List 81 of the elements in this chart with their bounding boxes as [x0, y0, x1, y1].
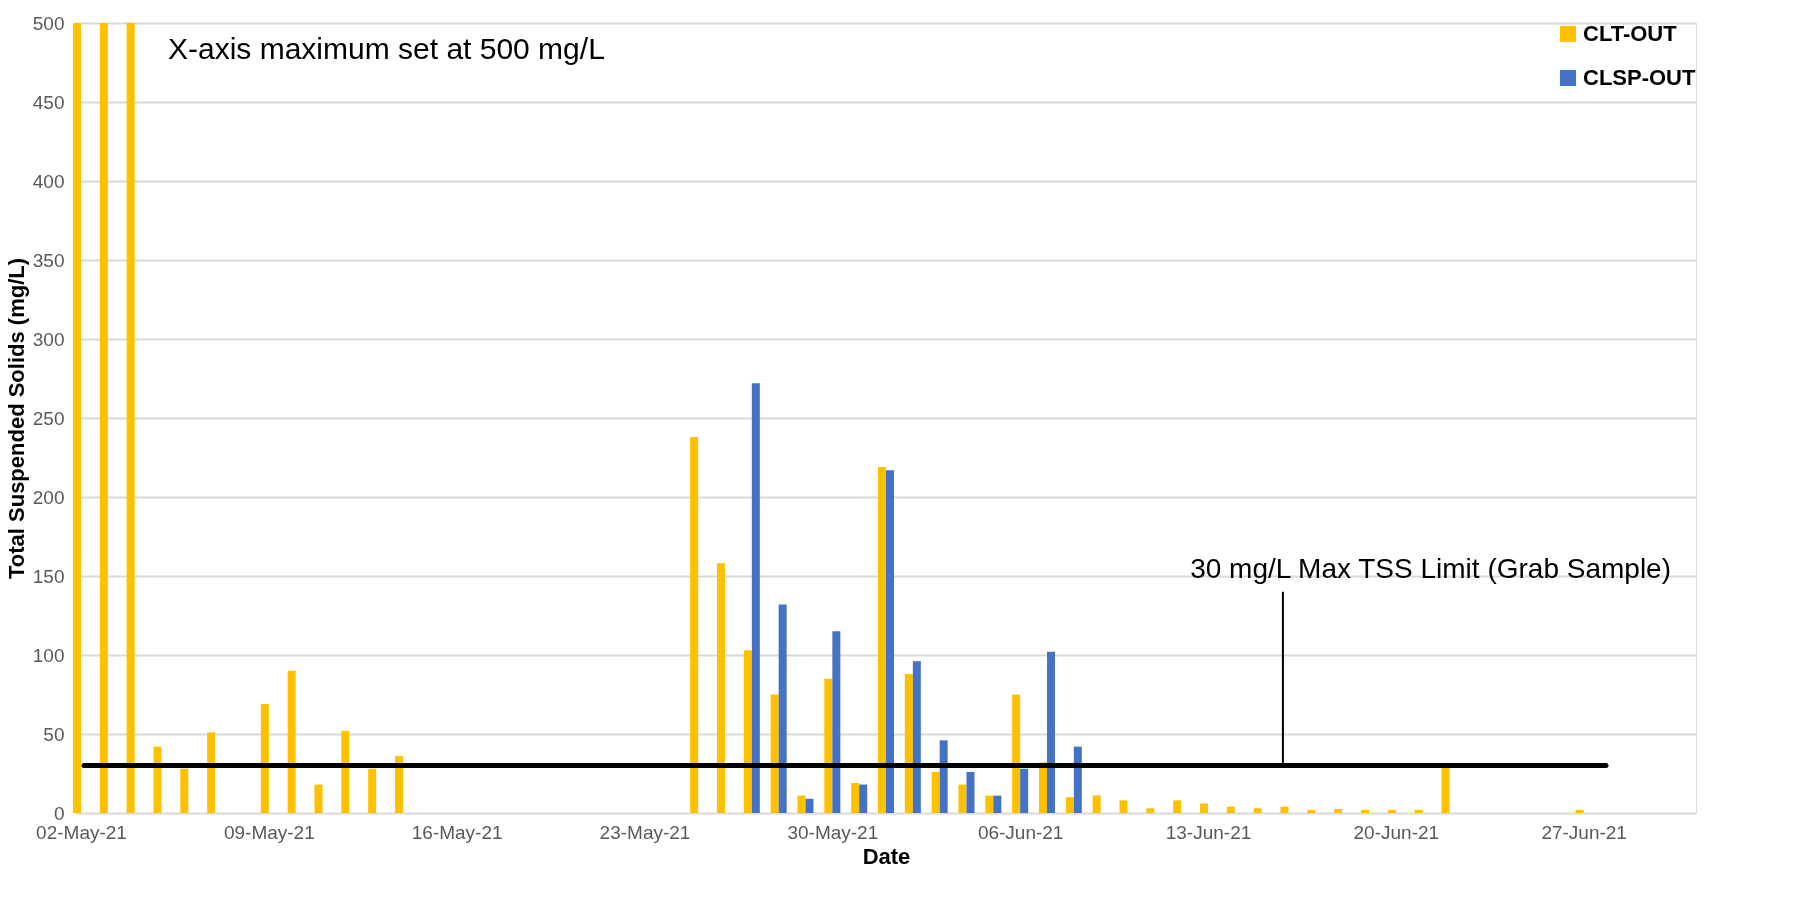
bar — [805, 798, 814, 813]
bar — [1334, 809, 1343, 813]
bar — [1575, 809, 1584, 813]
bar — [1280, 806, 1289, 813]
bar — [1020, 768, 1029, 813]
bar — [73, 23, 81, 813]
bar — [1441, 767, 1450, 813]
bar — [1361, 809, 1369, 813]
x-tick-label: 20-Jun-21 — [1353, 821, 1440, 843]
bar — [1119, 800, 1128, 813]
x-tick-label: 27-Jun-21 — [1541, 821, 1627, 843]
x-tick-label: 09-May-21 — [223, 821, 315, 843]
y-tick-label: 450 — [32, 91, 65, 113]
bar — [824, 678, 833, 813]
bar — [770, 694, 779, 813]
bar — [939, 740, 948, 813]
bar — [966, 771, 975, 813]
y-tick-label: 300 — [32, 328, 65, 350]
y-tick-label: 0 — [53, 802, 65, 824]
bar — [1226, 806, 1235, 813]
bar — [1200, 803, 1208, 813]
x-tick-label: 13-Jun-21 — [1165, 821, 1252, 843]
x-tick-label: 16-May-21 — [411, 821, 503, 843]
y-tick-label: 500 — [32, 12, 65, 34]
bar — [260, 703, 269, 813]
bar — [1414, 809, 1423, 813]
y-tick-label: 200 — [32, 486, 65, 508]
annotation: X-axis maximum set at 500 mg/L — [168, 32, 605, 65]
bar — [1039, 762, 1047, 813]
ref-line-label: 30 mg/L Max TSS Limit (Grab Sample) — [1190, 552, 1671, 584]
bar — [993, 795, 1002, 813]
bar — [886, 470, 894, 813]
bar — [207, 732, 216, 813]
bar — [832, 631, 841, 813]
x-tick-label: 23-May-21 — [599, 821, 691, 843]
y-tick-label: 100 — [32, 644, 65, 666]
y-axis-title: Total Suspended Solids (mg/L) — [3, 257, 29, 580]
bar — [180, 768, 189, 813]
bar — [904, 673, 913, 813]
bar — [1012, 694, 1021, 813]
bar — [153, 746, 162, 813]
bar — [717, 563, 725, 813]
bar — [1065, 797, 1074, 813]
x-axis-title: Date — [862, 843, 911, 869]
x-tick-label: 02-May-21 — [36, 821, 127, 843]
bar — [1173, 800, 1182, 813]
bar — [1253, 808, 1262, 813]
y-tick-label: 400 — [32, 170, 65, 192]
y-tick-label: 150 — [32, 565, 65, 587]
legend-label: CLSP-OUT — [1583, 65, 1696, 90]
y-tick-label: 250 — [32, 407, 65, 429]
x-tick-label: 30-May-21 — [787, 821, 879, 843]
bar — [287, 670, 296, 813]
legend-label: CLT-OUT — [1583, 21, 1678, 46]
bar — [958, 784, 967, 813]
bar — [99, 23, 108, 813]
bar — [851, 782, 860, 813]
y-tick-label: 50 — [43, 723, 65, 745]
bar — [1047, 651, 1055, 813]
bar — [1146, 808, 1155, 813]
bar — [743, 650, 752, 813]
y-tick-label: 350 — [32, 249, 65, 271]
bar — [690, 436, 699, 813]
bar — [314, 784, 323, 813]
bar — [395, 756, 403, 813]
bar — [985, 795, 994, 813]
bar — [1092, 795, 1101, 813]
bar — [931, 771, 940, 813]
bar — [1073, 746, 1082, 813]
bar — [1387, 809, 1396, 813]
bar — [126, 23, 135, 813]
bar — [751, 383, 760, 813]
x-tick-label: 06-Jun-21 — [977, 821, 1064, 843]
bar — [912, 661, 921, 813]
bar — [797, 795, 806, 813]
bar — [368, 768, 377, 813]
bar — [859, 784, 868, 813]
bar — [1307, 809, 1316, 813]
bar — [878, 466, 886, 813]
bar — [341, 730, 350, 813]
bar — [778, 604, 787, 813]
